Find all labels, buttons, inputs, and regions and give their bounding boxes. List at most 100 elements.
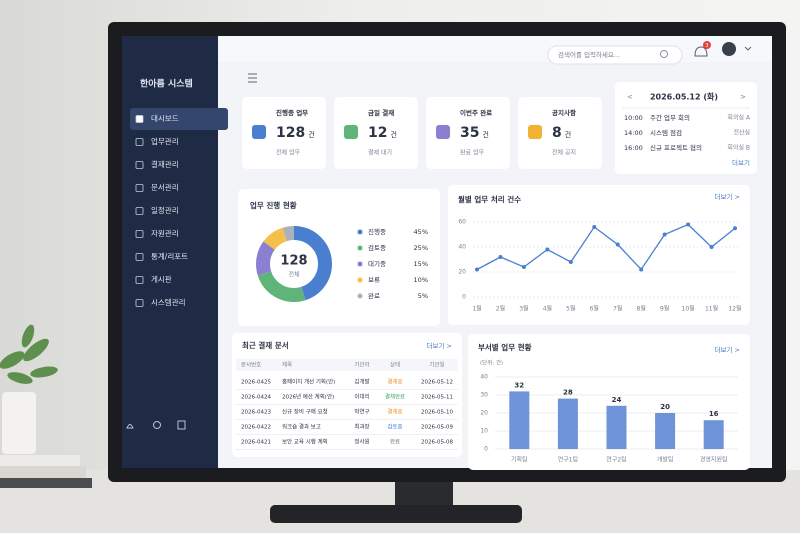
table-cell: 2026-05-11 [421, 395, 453, 401]
prev-button[interactable]: < [627, 93, 633, 101]
legend-dot [357, 293, 363, 299]
donut-center-label: 전체 [288, 271, 299, 279]
hamburger[interactable] [248, 73, 257, 83]
x-tick-label: 10월 [682, 305, 695, 313]
table-cell: 2026-0422 [241, 425, 271, 431]
line-point [639, 267, 644, 272]
table-cell: 이대리 [354, 393, 369, 401]
table-cell[interactable]: 2026년 예산 계획(안) [282, 393, 334, 401]
table-cell[interactable]: 신규 장비 구매 요청 [282, 408, 328, 416]
donut-center-value: 128 [280, 254, 307, 269]
menu-item[interactable]: 일정관리 [151, 205, 179, 215]
stat-icon [436, 125, 450, 139]
unit-label: (단위: 건) [480, 359, 503, 367]
table-cell[interactable]: 홈페이지 개선 기획(안) [282, 378, 335, 386]
monitor-base [270, 505, 522, 523]
legend-label: 완료 [368, 292, 380, 300]
chart-title: 부서별 업무 현황 [478, 342, 532, 352]
column-header: 기안일 [429, 361, 444, 369]
table-cell: 완료 [390, 438, 400, 446]
stat-label: 금일 결재 [368, 108, 394, 117]
menu-item[interactable]: 결재관리 [151, 159, 179, 169]
menu-item[interactable]: 자원관리 [151, 228, 179, 238]
menu-icon [135, 230, 144, 238]
bar [509, 391, 530, 449]
avatar-chevron[interactable] [744, 46, 752, 51]
table-cell: 2026-0423 [241, 410, 271, 416]
menu-item[interactable]: 게시판 [151, 274, 172, 284]
bar-value-label: 28 [563, 389, 573, 397]
notification-count: 3 [705, 43, 708, 49]
stat-icon [528, 125, 542, 139]
line-point [733, 226, 737, 231]
stat-label: 진행중 업무 [276, 108, 308, 117]
line-point [662, 232, 667, 237]
event-place: 회의실 A [727, 114, 750, 122]
table-cell: 2026-0425 [241, 380, 271, 386]
y-tick-label: 40 [458, 244, 466, 251]
schedule-date: 2026.05.12 (화) [650, 92, 718, 102]
plant-pot [2, 392, 36, 454]
menu-item[interactable]: 시스템관리 [151, 297, 186, 307]
table-cell: 결재중 [387, 408, 402, 416]
search-icon[interactable] [660, 50, 668, 58]
bell-icon[interactable] [694, 46, 708, 57]
stat-icon [344, 125, 358, 139]
menu-icon [135, 253, 144, 261]
legend-value: 45% [414, 228, 428, 236]
stat-card [518, 97, 602, 169]
avatar[interactable] [722, 42, 736, 56]
book [0, 478, 92, 488]
more-link[interactable]: 더보기 [732, 158, 750, 167]
menu-item[interactable]: 대시보드 [151, 114, 179, 123]
more-link[interactable]: 더보기 > [427, 341, 452, 350]
line-point [545, 247, 550, 252]
dept-card [468, 334, 750, 470]
event-title: 신규 프로젝트 협의 [650, 143, 702, 152]
legend-value: 25% [414, 244, 428, 252]
menu-item[interactable]: 문서관리 [151, 182, 179, 192]
table-cell[interactable]: 워크숍 결과 보고 [282, 423, 321, 431]
x-tick-label: 기획팀 [511, 456, 528, 464]
stat-card [426, 97, 510, 169]
donut-segment [256, 226, 332, 302]
table-cell: 최과장 [354, 423, 369, 431]
table-cell: 검토중 [387, 424, 402, 431]
x-tick-label: 9월 [660, 305, 669, 313]
menu-icon [135, 184, 144, 192]
bar [703, 420, 724, 449]
stat-icon [252, 125, 266, 139]
stat-sub: 전체 공지 [552, 149, 576, 157]
table-cell: 2026-0421 [241, 440, 271, 446]
event-place: 회의실 B [727, 144, 750, 152]
y-tick-label: 30 [480, 392, 488, 399]
donut-segment [256, 226, 332, 302]
x-tick-label: 연구1팀 [558, 456, 578, 464]
x-tick-label: 경영지원팀 [700, 456, 728, 464]
y-tick-label: 0 [462, 294, 466, 301]
table-cell: 2026-05-08 [421, 440, 453, 446]
line-point [521, 265, 526, 269]
next-button[interactable]: > [740, 93, 746, 101]
legend-value: 15% [414, 260, 428, 268]
line-point [592, 225, 597, 229]
bar-value-label: 24 [612, 396, 622, 404]
table-cell[interactable]: 보안 교육 시행 계획 [282, 438, 328, 446]
menu-item[interactable]: 통계/리포트 [151, 251, 188, 261]
menu-icon [135, 161, 144, 169]
legend-dot [357, 245, 363, 251]
line-point [568, 260, 573, 264]
legend-dot [357, 229, 363, 235]
y-tick-label: 60 [458, 219, 466, 226]
search-box[interactable] [547, 45, 683, 65]
legend-label: 보류 [368, 276, 380, 284]
x-tick-label: 7월 [613, 305, 622, 313]
more-link[interactable]: 더보기 > [715, 192, 740, 201]
more-link[interactable]: 더보기 > [715, 345, 740, 354]
y-tick-label: 20 [480, 410, 488, 417]
x-tick-label: 3월 [519, 305, 528, 313]
line-point [475, 267, 479, 272]
menu-item[interactable]: 업무관리 [151, 136, 179, 146]
legend-dot [357, 277, 363, 283]
